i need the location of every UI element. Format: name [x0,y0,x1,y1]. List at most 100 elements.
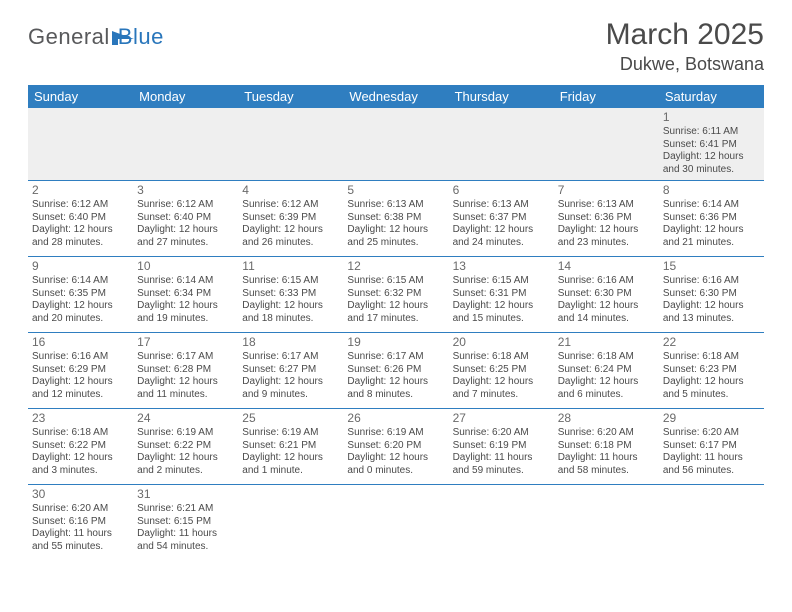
sunrise-line: Sunrise: 6:21 AM [137,503,234,516]
day-cell: 2Sunrise: 6:12 AMSunset: 6:40 PMDaylight… [28,181,133,256]
day-cell: 7Sunrise: 6:13 AMSunset: 6:36 PMDaylight… [554,181,659,256]
day-number: 21 [558,335,655,350]
sunrise-line: Sunrise: 6:18 AM [32,427,129,440]
sunset-line: Sunset: 6:19 PM [453,440,550,453]
daylight-line-1: Daylight: 11 hours [32,528,129,541]
sunrise-line: Sunrise: 6:18 AM [558,351,655,364]
daylight-line-2: and 3 minutes. [32,465,129,478]
daylight-line-1: Daylight: 12 hours [453,300,550,313]
sunrise-line: Sunrise: 6:14 AM [137,275,234,288]
daylight-line-2: and 18 minutes. [242,313,339,326]
daylight-line-1: Daylight: 12 hours [347,452,444,465]
day-cell: 16Sunrise: 6:16 AMSunset: 6:29 PMDayligh… [28,333,133,408]
sunrise-line: Sunrise: 6:19 AM [347,427,444,440]
daylight-line-2: and 58 minutes. [558,465,655,478]
logo: General Blue [28,18,164,50]
sunrise-line: Sunrise: 6:16 AM [558,275,655,288]
day-cell [28,108,133,180]
day-number: 4 [242,183,339,198]
daylight-line-2: and 23 minutes. [558,237,655,250]
week-row: 16Sunrise: 6:16 AMSunset: 6:29 PMDayligh… [28,333,764,409]
sunrise-line: Sunrise: 6:19 AM [137,427,234,440]
daylight-line-2: and 5 minutes. [663,389,760,402]
daylight-line-1: Daylight: 12 hours [453,224,550,237]
sunset-line: Sunset: 6:27 PM [242,364,339,377]
day-number: 17 [137,335,234,350]
day-cell: 26Sunrise: 6:19 AMSunset: 6:20 PMDayligh… [343,409,448,484]
daylight-line-2: and 54 minutes. [137,541,234,554]
day-cell [133,108,238,180]
daylight-line-2: and 1 minute. [242,465,339,478]
month-title: March 2025 [606,18,764,52]
day-cell: 19Sunrise: 6:17 AMSunset: 6:26 PMDayligh… [343,333,448,408]
daylight-line-1: Daylight: 12 hours [242,224,339,237]
daylight-line-1: Daylight: 12 hours [32,376,129,389]
sunset-line: Sunset: 6:22 PM [32,440,129,453]
week-row: 23Sunrise: 6:18 AMSunset: 6:22 PMDayligh… [28,409,764,485]
daylight-line-2: and 55 minutes. [32,541,129,554]
day-number: 31 [137,487,234,502]
day-cell [238,108,343,180]
day-cell: 25Sunrise: 6:19 AMSunset: 6:21 PMDayligh… [238,409,343,484]
day-cell: 18Sunrise: 6:17 AMSunset: 6:27 PMDayligh… [238,333,343,408]
day-number: 10 [137,259,234,274]
daylight-line-1: Daylight: 12 hours [663,300,760,313]
day-cell: 5Sunrise: 6:13 AMSunset: 6:38 PMDaylight… [343,181,448,256]
daylight-line-2: and 56 minutes. [663,465,760,478]
daylight-line-1: Daylight: 11 hours [558,452,655,465]
day-number: 9 [32,259,129,274]
day-cell [343,485,448,561]
title-block: March 2025 Dukwe, Botswana [606,18,764,75]
day-cell [449,485,554,561]
sunset-line: Sunset: 6:35 PM [32,288,129,301]
sunset-line: Sunset: 6:36 PM [663,212,760,225]
daylight-line-2: and 11 minutes. [137,389,234,402]
sunrise-line: Sunrise: 6:14 AM [663,199,760,212]
day-number: 19 [347,335,444,350]
day-number: 25 [242,411,339,426]
day-cell: 27Sunrise: 6:20 AMSunset: 6:19 PMDayligh… [449,409,554,484]
daylight-line-2: and 21 minutes. [663,237,760,250]
sunset-line: Sunset: 6:15 PM [137,516,234,529]
logo-text-general: General [28,24,110,50]
day-cell [659,485,764,561]
day-cell: 24Sunrise: 6:19 AMSunset: 6:22 PMDayligh… [133,409,238,484]
daylight-line-2: and 7 minutes. [453,389,550,402]
day-number: 1 [663,110,760,125]
daylight-line-1: Daylight: 12 hours [137,452,234,465]
daylight-line-1: Daylight: 12 hours [558,376,655,389]
daylight-line-1: Daylight: 12 hours [32,300,129,313]
weekday-label: Wednesday [343,85,448,108]
sunrise-line: Sunrise: 6:12 AM [242,199,339,212]
daylight-line-2: and 2 minutes. [137,465,234,478]
daylight-line-2: and 8 minutes. [347,389,444,402]
day-cell: 28Sunrise: 6:20 AMSunset: 6:18 PMDayligh… [554,409,659,484]
sunset-line: Sunset: 6:31 PM [453,288,550,301]
sunrise-line: Sunrise: 6:15 AM [242,275,339,288]
day-cell: 17Sunrise: 6:17 AMSunset: 6:28 PMDayligh… [133,333,238,408]
daylight-line-1: Daylight: 12 hours [347,300,444,313]
day-number: 7 [558,183,655,198]
sunset-line: Sunset: 6:24 PM [558,364,655,377]
day-number: 6 [453,183,550,198]
day-cell [554,485,659,561]
day-number: 12 [347,259,444,274]
day-cell: 20Sunrise: 6:18 AMSunset: 6:25 PMDayligh… [449,333,554,408]
sunset-line: Sunset: 6:41 PM [663,139,760,152]
daylight-line-2: and 6 minutes. [558,389,655,402]
daylight-line-1: Daylight: 12 hours [558,300,655,313]
sunset-line: Sunset: 6:29 PM [32,364,129,377]
weekday-label: Thursday [449,85,554,108]
day-cell [449,108,554,180]
daylight-line-2: and 0 minutes. [347,465,444,478]
daylight-line-1: Daylight: 11 hours [453,452,550,465]
day-cell: 14Sunrise: 6:16 AMSunset: 6:30 PMDayligh… [554,257,659,332]
daylight-line-1: Daylight: 12 hours [347,224,444,237]
daylight-line-2: and 13 minutes. [663,313,760,326]
day-number: 8 [663,183,760,198]
daylight-line-2: and 15 minutes. [453,313,550,326]
day-number: 11 [242,259,339,274]
day-cell: 30Sunrise: 6:20 AMSunset: 6:16 PMDayligh… [28,485,133,561]
day-number: 13 [453,259,550,274]
day-cell: 8Sunrise: 6:14 AMSunset: 6:36 PMDaylight… [659,181,764,256]
